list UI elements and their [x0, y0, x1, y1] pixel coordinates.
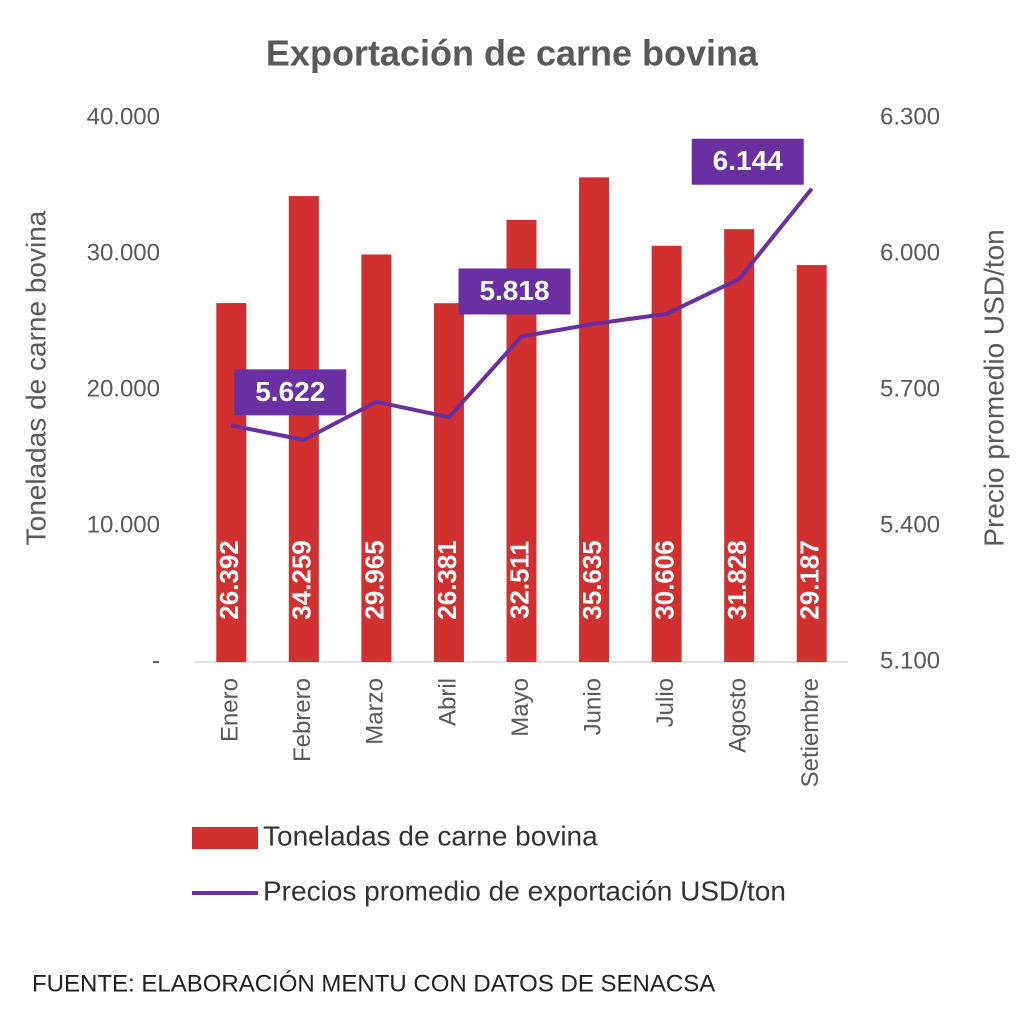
x-tick-label: Febrero [289, 678, 316, 762]
bar [433, 303, 464, 662]
x-tick-label: Marzo [362, 678, 389, 745]
bar-value-label: 26.392 [214, 540, 244, 620]
line-value-label: 5.622 [255, 376, 325, 407]
y-tick-label: 40.000 [87, 103, 160, 130]
y-axis-label: Toneladas de carne bovina [20, 210, 51, 545]
y2-tick-label: 5.100 [880, 647, 940, 674]
label-box [458, 268, 571, 315]
bar-value-label: 26.381 [432, 540, 462, 620]
bar-value-label: 30.606 [649, 540, 679, 620]
bar-value-label: 29.965 [359, 540, 389, 620]
bar [579, 177, 610, 662]
x-tick-label: Junio [579, 678, 606, 735]
y2-axis-label: Precio promedio USD/ton [978, 229, 1009, 546]
legend-label: Precios promedio de exportación USD/ton [263, 875, 786, 906]
x-tick-label: Setiembre [797, 678, 824, 787]
legend-label: Toneladas de carne bovina [263, 820, 598, 851]
bar [288, 196, 319, 662]
source-note: FUENTE: ELABORACIÓN MENTU CON DATOS DE S… [32, 970, 715, 997]
y-tick-label: 30.000 [87, 239, 160, 266]
chart-title: Exportación de carne bovina [266, 33, 759, 74]
bar [724, 229, 755, 662]
y2-tick-label: 5.700 [880, 375, 940, 402]
y2-tick-label: 6.300 [880, 103, 940, 130]
y-tick-label: 10.000 [87, 511, 160, 538]
line [230, 187, 814, 442]
bar-value-label: 29.187 [795, 540, 825, 620]
bar-value-label: 32.511 [504, 541, 534, 619]
x-tick-label: Enero [217, 678, 244, 742]
legend-swatch [192, 827, 258, 849]
bar [216, 303, 247, 662]
x-tick-label: Mayo [507, 678, 534, 737]
y-tick-label: 20.000 [87, 375, 160, 402]
label-box [234, 369, 347, 416]
bar-value-label: 31.828 [722, 540, 752, 620]
bar-value-label: 35.635 [577, 540, 607, 620]
bar [361, 254, 392, 662]
x-tick-label: Abril [434, 678, 461, 726]
bar [796, 265, 827, 662]
y2-tick-label: 6.000 [880, 239, 940, 266]
line-value-label: 6.144 [713, 145, 783, 176]
y-tick-label: - [152, 647, 160, 674]
x-tick-label: Agosto [725, 678, 752, 753]
bar-value-label: 34.259 [287, 540, 317, 620]
x-tick-label: Julio [652, 678, 679, 727]
y2-tick-label: 5.400 [880, 511, 940, 538]
line-value-label: 5.818 [479, 275, 549, 306]
label-box [691, 138, 804, 185]
